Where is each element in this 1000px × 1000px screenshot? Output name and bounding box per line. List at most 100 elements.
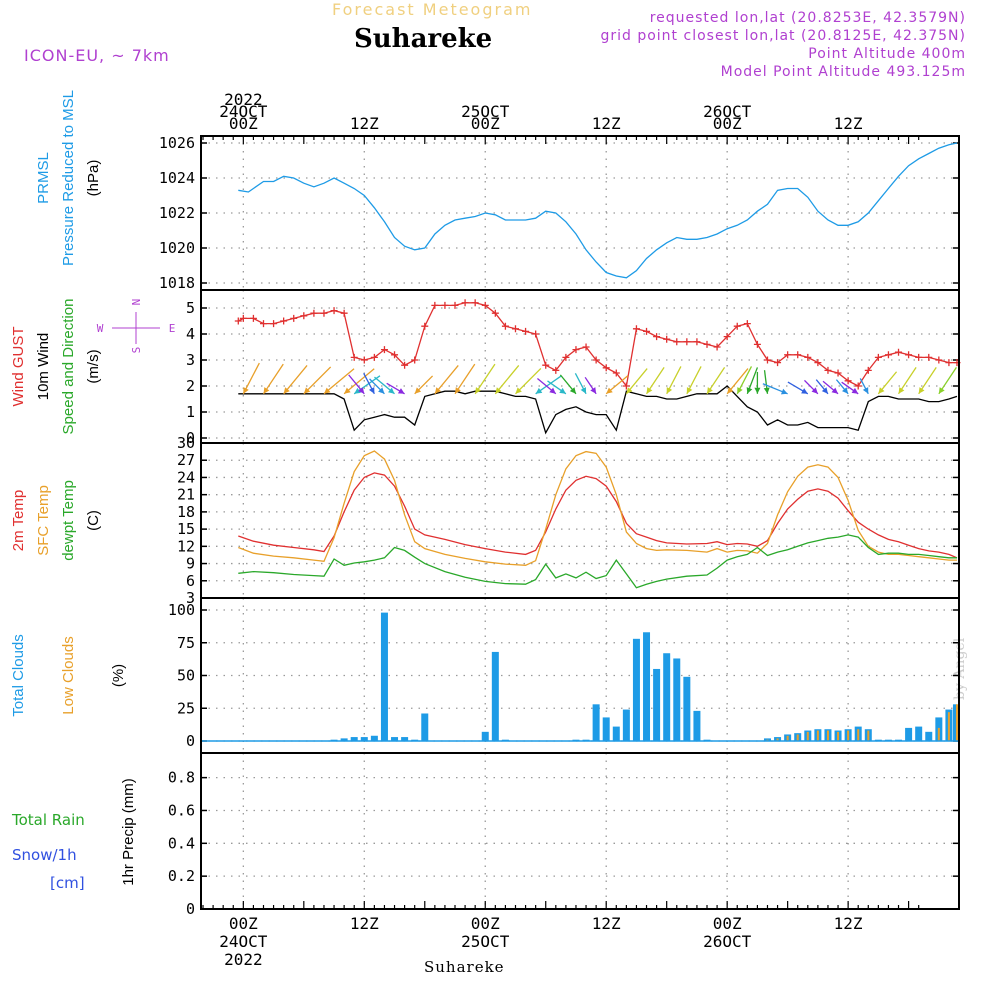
gust-marker <box>632 325 640 333</box>
y-tick-label: 15 <box>177 520 195 538</box>
gust-marker <box>542 361 550 369</box>
gust-marker <box>733 322 741 330</box>
gust-marker <box>804 353 812 361</box>
time-label-top: 12Z <box>350 114 379 133</box>
gust-marker <box>905 351 913 359</box>
gust-marker <box>481 301 489 309</box>
wind-barb <box>283 365 308 395</box>
y-tick-label: 3 <box>186 589 195 607</box>
series-line <box>238 472 958 559</box>
gust-marker <box>421 322 429 330</box>
gust-marker <box>511 325 519 333</box>
wind-barb-head <box>754 387 761 394</box>
bar-total-clouds <box>693 710 701 741</box>
gust-marker <box>653 333 661 341</box>
gust-marker <box>844 377 852 385</box>
gust-marker <box>431 301 439 309</box>
wind-barb-head <box>283 387 290 394</box>
wind-barb-head <box>646 387 653 394</box>
wind-barb-head <box>606 387 613 394</box>
gust-marker <box>814 359 822 367</box>
wind-barb-head <box>626 387 633 394</box>
y-tick-label: 0.6 <box>168 801 195 819</box>
gust-marker <box>643 327 651 335</box>
bar-total-clouds <box>663 653 671 741</box>
gust-marker <box>330 307 338 315</box>
time-label-bottom: 12Z <box>350 914 379 933</box>
gust-marker <box>592 356 600 364</box>
bar-total-clouds <box>421 713 429 741</box>
y-tick-label: 0 <box>186 732 195 750</box>
time-label-top: 00Z <box>713 114 742 133</box>
wind-barb-head <box>388 387 395 394</box>
chart-title-location: Suhareke <box>354 24 493 54</box>
panel-label: 10m Wind <box>35 333 52 401</box>
bar-low-clouds <box>776 738 779 741</box>
time-label-bottom: 12Z <box>834 914 863 933</box>
bar-total-clouds <box>602 717 610 741</box>
y-tick-label: 1026 <box>159 134 195 152</box>
precip-axis-label: 1hr Precip (mm) <box>120 778 137 886</box>
bar-total-clouds <box>401 737 409 741</box>
y-tick-label: 0.8 <box>168 769 195 787</box>
time-label-top: 26OCT <box>703 102 752 121</box>
bar-total-clouds <box>491 651 499 741</box>
y-tick-label: 75 <box>177 634 195 652</box>
wind-barb <box>494 365 520 395</box>
panel-label: Wind GUST <box>10 326 27 406</box>
footer-location: Suhareke <box>424 958 505 976</box>
gust-marker <box>491 309 499 317</box>
bar-total-clouds <box>905 727 913 741</box>
y-tick-label: 1022 <box>159 204 195 222</box>
gust-marker <box>582 343 590 351</box>
gust-marker <box>602 364 610 372</box>
bar-low-clouds <box>867 730 870 741</box>
gust-marker <box>713 343 721 351</box>
gust-marker <box>350 353 358 361</box>
gust-marker <box>784 351 792 359</box>
precip-label-snow: Snow/1h <box>12 846 77 864</box>
gust-marker <box>794 351 802 359</box>
y-tick-label: 24 <box>177 468 195 486</box>
y-tick-label: 0 <box>186 900 195 918</box>
wind-barb-head <box>821 387 828 394</box>
wind-barb-head <box>918 387 925 394</box>
wind-barb-head <box>737 387 743 394</box>
gust-marker <box>915 353 923 361</box>
panel-label: PRMSL <box>35 152 52 204</box>
wind-barb-head <box>549 387 556 394</box>
compass-north: N <box>130 299 143 306</box>
panel-label: (m/s) <box>85 349 102 383</box>
wind-barb-head <box>358 387 365 394</box>
time-label-top: 24OCT <box>219 102 268 121</box>
wind-barb-head <box>323 387 331 394</box>
series-line <box>238 302 957 388</box>
wind-barb-head <box>368 387 375 394</box>
time-label-top: 2022 <box>224 90 263 109</box>
wind-barb-head <box>780 388 788 395</box>
y-tick-label: 9 <box>186 555 195 573</box>
wind-barb-head <box>862 387 869 394</box>
bar-total-clouds <box>925 731 933 741</box>
gust-marker <box>411 356 419 364</box>
bar-total-clouds <box>592 704 600 741</box>
time-label-bottom: 00Z <box>471 914 500 933</box>
gust-marker <box>895 348 903 356</box>
compass-east: E <box>169 322 176 335</box>
bar-total-clouds <box>673 658 681 741</box>
y-tick-label: 0 <box>186 429 195 447</box>
gust-marker <box>693 338 701 346</box>
y-tick-label: 50 <box>177 667 195 685</box>
gust-marker <box>874 353 882 361</box>
wind-barb-head <box>938 387 945 394</box>
gust-marker <box>501 322 509 330</box>
gust-marker <box>360 356 368 364</box>
y-tick-label: 27 <box>177 451 195 469</box>
y-tick-label: 1020 <box>159 239 195 257</box>
wind-barb-head <box>898 387 905 394</box>
compass-west: W <box>97 322 104 335</box>
time-label-top: 25OCT <box>461 102 510 121</box>
wind-barb-head <box>397 388 405 394</box>
wind-barb <box>343 368 375 395</box>
y-tick-label: 1024 <box>159 169 195 187</box>
